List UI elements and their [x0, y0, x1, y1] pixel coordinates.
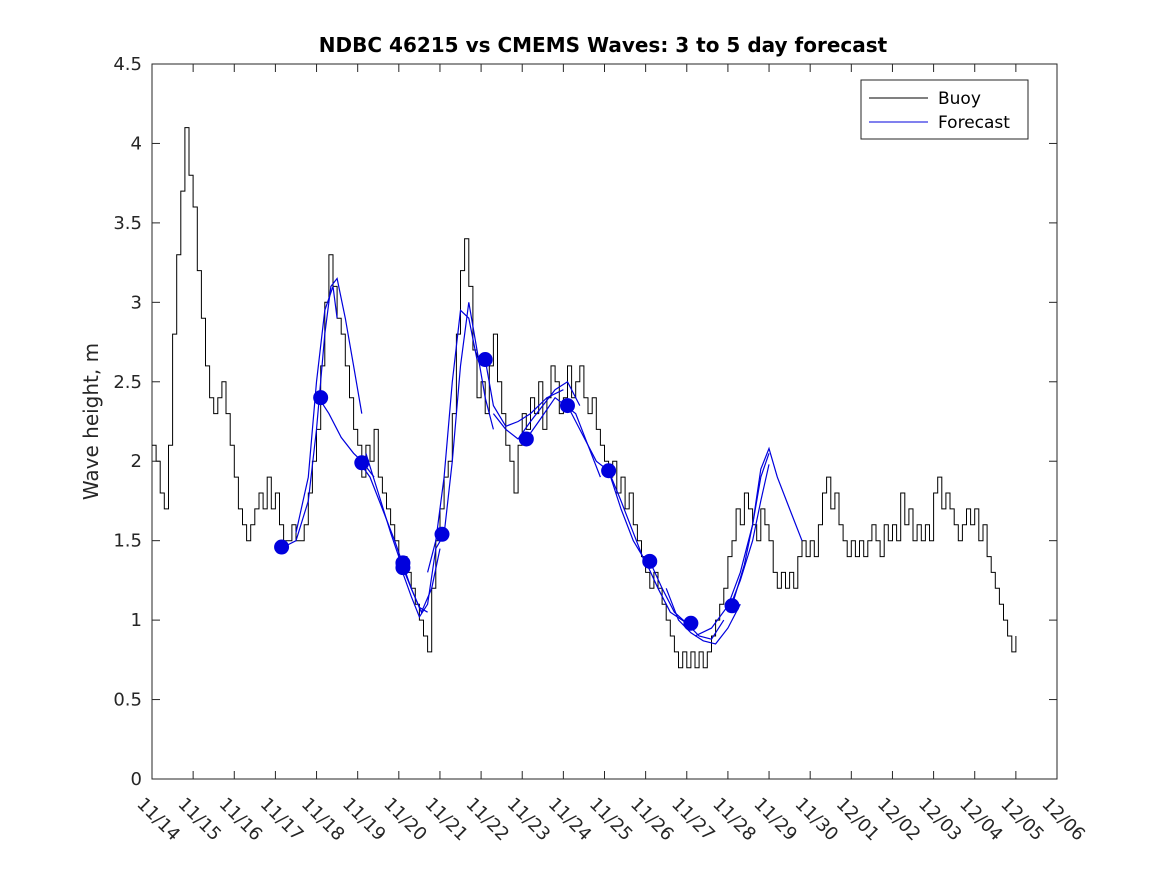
plot-area: [151, 63, 1058, 780]
axes-box: [151, 63, 1058, 780]
y-tick-label: 3: [131, 292, 142, 313]
legend-label-buoy: Buoy: [938, 89, 981, 109]
forecast-marker: [313, 390, 329, 406]
forecast-line: [283, 277, 363, 548]
forecast-marker: [274, 539, 290, 555]
buoy-line: [152, 127, 1017, 669]
forecast-marker: [642, 553, 658, 569]
y-tick-label: 4.5: [113, 54, 142, 75]
y-tick-label: 0.5: [113, 690, 142, 711]
y-tick-label: 4: [131, 133, 142, 154]
legend-label-forecast: Forecast: [938, 113, 1010, 133]
forecast-line: [295, 286, 338, 533]
forecast-line: [492, 380, 581, 440]
forecast-line: [400, 533, 445, 619]
chart-title: NDBC 46215 vs CMEMS Waves: 3 to 5 day fo…: [319, 33, 888, 57]
forecast-line: [731, 446, 803, 606]
y-tick-label: 3.5: [113, 213, 142, 234]
y-axis-label: Wave height, m: [79, 343, 103, 500]
y-tick-label: 1.5: [113, 531, 142, 552]
legend: Buoy Forecast: [860, 79, 1029, 140]
y-tick-label: 2.5: [113, 372, 142, 393]
forecast-markers: [274, 352, 740, 631]
forecast-marker: [518, 431, 534, 447]
forecast-marker: [683, 615, 699, 631]
legend-box: [860, 79, 1029, 140]
forecast-marker: [477, 352, 493, 368]
forecast-line: [484, 359, 564, 428]
buoy-series: [152, 127, 1017, 669]
y-axis: 0 0.5 1 1.5 2 2.5 3 3.5 4 4.5: [113, 54, 1057, 790]
forecast-line: [727, 464, 770, 613]
forecast-marker: [724, 598, 740, 614]
forecast-marker: [434, 526, 450, 542]
y-tick-label: 2: [131, 451, 142, 472]
forecast-marker: [559, 398, 575, 414]
y-tick-label: 0: [131, 769, 142, 790]
forecast-line: [443, 302, 494, 535]
forecast-line: [365, 453, 441, 614]
forecast-marker: [601, 463, 617, 479]
forecast-line: [694, 453, 770, 637]
y-tick-label: 1: [131, 610, 142, 631]
forecast-line: [427, 309, 478, 573]
forecast-marker: [354, 455, 370, 471]
forecast-marker: [395, 560, 411, 576]
forecast-line: [665, 588, 741, 645]
